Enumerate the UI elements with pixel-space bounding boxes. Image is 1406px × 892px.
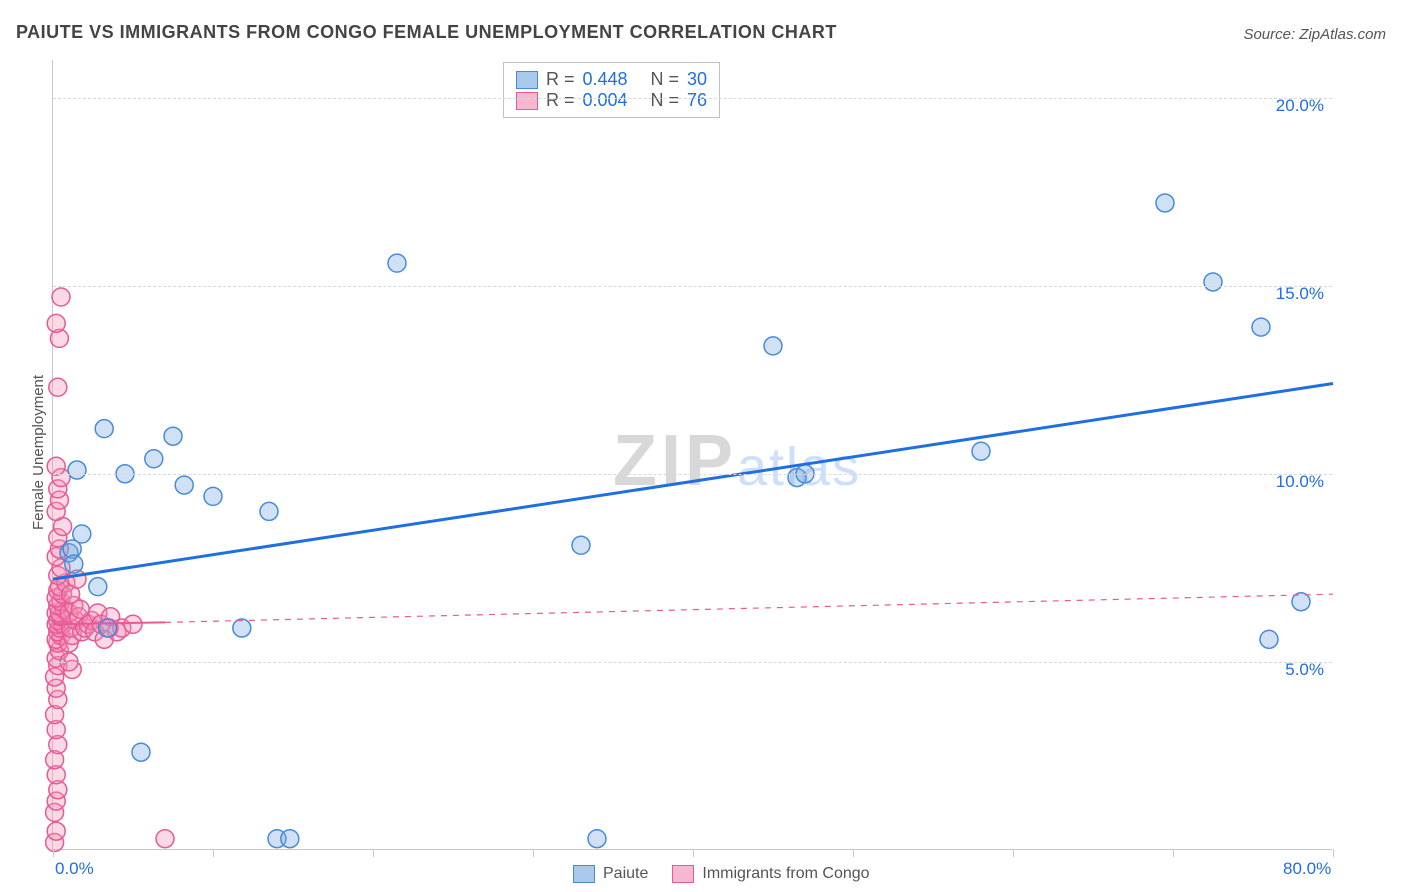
legend-row: R = 0.004 N = 76 [516,90,707,111]
x-tick [373,849,374,857]
data-point [1260,630,1278,648]
y-tick-label: 20.0% [1276,96,1324,116]
data-point [1252,318,1270,336]
data-point [71,600,89,618]
y-tick-label: 5.0% [1285,660,1324,680]
legend-swatch [573,865,595,883]
legend-label: Paiute [603,865,648,883]
data-point [47,314,65,332]
r-label: R = [546,69,575,90]
legend-label: Immigrants from Congo [702,865,869,883]
data-point [588,830,606,848]
data-point [65,555,83,573]
legend-item: Immigrants from Congo [672,865,869,883]
n-value: 30 [687,69,707,90]
gridline [53,98,1332,99]
x-tick-label: 80.0% [1283,859,1331,879]
x-tick [1013,849,1014,857]
y-tick-label: 10.0% [1276,472,1324,492]
data-point [49,378,67,396]
data-point [572,536,590,554]
x-tick-label: 0.0% [55,859,94,879]
data-point [204,487,222,505]
x-tick [533,849,534,857]
data-point [175,476,193,494]
x-tick [1333,849,1334,857]
scatter-chart: ZIPatlas R =0.448N =30R =0.004N =76 Paiu… [52,60,1332,850]
data-point [47,457,65,475]
gridline [53,662,1332,663]
data-point [764,337,782,355]
data-point [132,743,150,761]
legend-swatch [672,865,694,883]
r-value: 0.448 [583,69,643,90]
correlation-legend: R = 0.448 N = 30 R = 0.004 N = 76 [503,62,720,118]
y-axis-label: Female Unemployment [30,375,47,530]
data-point [95,420,113,438]
source-attribution: Source: ZipAtlas.com [1243,26,1386,43]
data-point [1156,194,1174,212]
x-tick [853,849,854,857]
chart-title: PAIUTE VS IMMIGRANTS FROM CONGO FEMALE U… [16,22,837,43]
data-point [1204,273,1222,291]
data-point [89,578,107,596]
data-point [972,442,990,460]
data-point [233,619,251,637]
x-tick [53,849,54,857]
data-point [260,502,278,520]
data-point [68,461,86,479]
r-label: R = [546,90,575,111]
n-label: N = [651,90,680,111]
x-tick [693,849,694,857]
legend-item: Paiute [573,865,648,883]
plot-svg [53,60,1333,850]
x-tick [213,849,214,857]
trend-line-congo-dash [165,594,1333,622]
data-point [124,615,142,633]
data-point [388,254,406,272]
data-point [98,619,116,637]
r-value: 0.004 [583,90,643,111]
legend-swatch [516,92,538,110]
gridline [53,474,1332,475]
data-point [52,288,70,306]
n-value: 76 [687,90,707,111]
legend-swatch [516,71,538,89]
gridline [53,286,1332,287]
data-point [73,525,91,543]
data-point [164,427,182,445]
data-point [47,822,65,840]
data-point [281,830,299,848]
y-tick-label: 15.0% [1276,284,1324,304]
n-label: N = [651,69,680,90]
data-point [145,450,163,468]
data-point [156,830,174,848]
series-legend: Paiute Immigrants from Congo [573,865,870,883]
legend-row: R = 0.448 N = 30 [516,69,707,90]
x-tick [1173,849,1174,857]
trend-line-paiute [53,384,1333,580]
